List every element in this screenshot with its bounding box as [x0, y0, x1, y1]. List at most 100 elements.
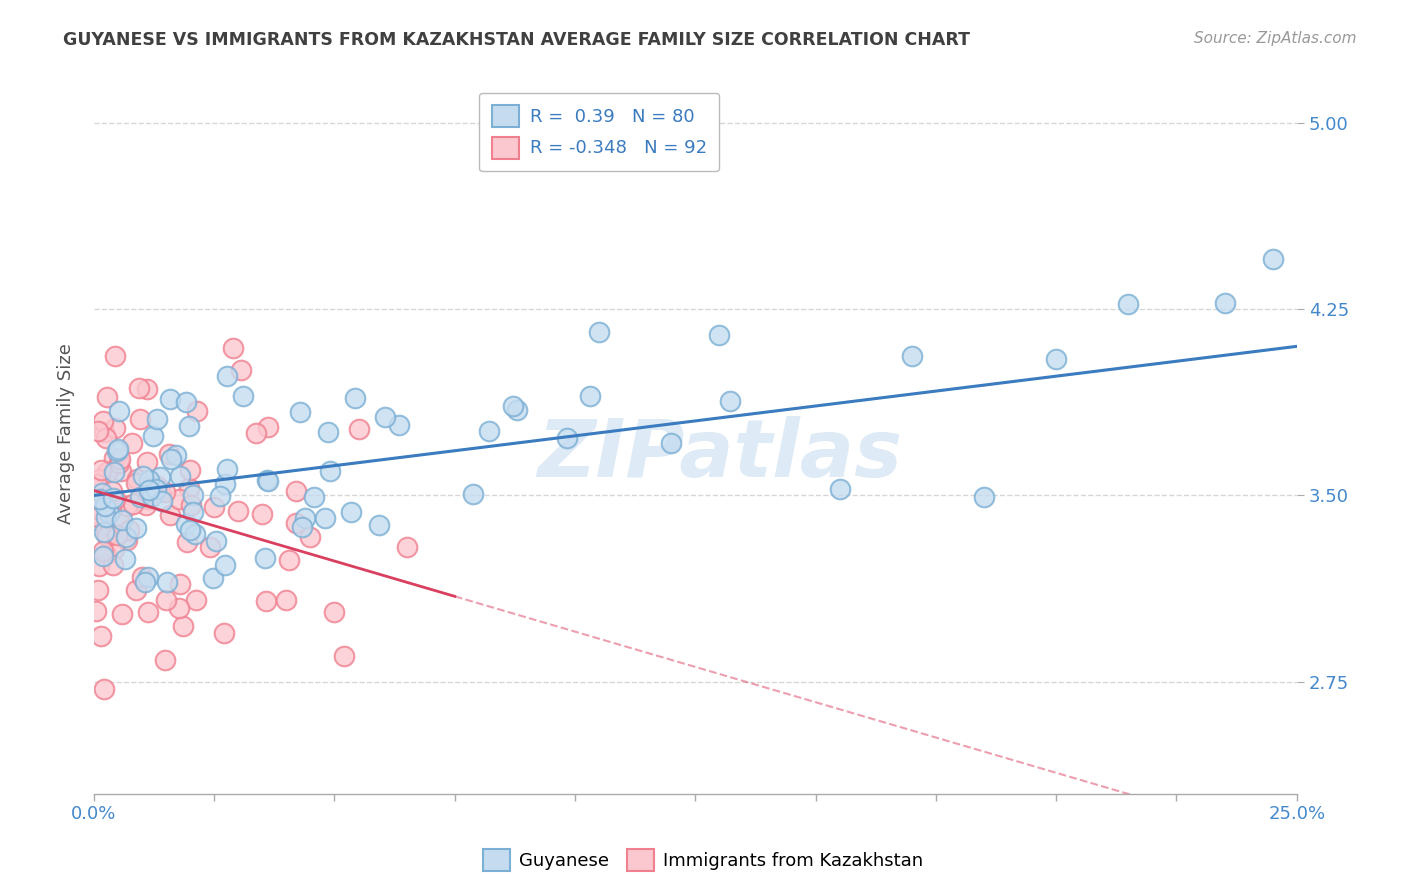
Point — [87, 583, 110, 598]
Point — [101, 558, 124, 572]
Point — [153, 484, 176, 499]
Point — [103, 451, 125, 466]
Point — [388, 417, 411, 432]
Point — [160, 452, 183, 467]
Point — [478, 424, 501, 438]
Point — [136, 492, 159, 507]
Point — [122, 497, 145, 511]
Point — [294, 511, 316, 525]
Point — [145, 482, 167, 496]
Point — [172, 618, 194, 632]
Point — [128, 411, 150, 425]
Point — [180, 499, 202, 513]
Point — [107, 442, 129, 456]
Point — [232, 389, 254, 403]
Point — [125, 582, 148, 597]
Point — [169, 576, 191, 591]
Point — [93, 518, 115, 533]
Point — [98, 506, 121, 520]
Point — [93, 525, 115, 540]
Point — [136, 605, 159, 619]
Point — [150, 494, 173, 508]
Point — [96, 529, 118, 543]
Point — [578, 389, 600, 403]
Point — [118, 523, 141, 537]
Point — [138, 483, 160, 497]
Point — [314, 511, 336, 525]
Y-axis label: Average Family Size: Average Family Size — [58, 343, 75, 524]
Point — [146, 412, 169, 426]
Point — [718, 394, 741, 409]
Point — [176, 517, 198, 532]
Point — [174, 394, 197, 409]
Point — [288, 405, 311, 419]
Point — [89, 558, 111, 573]
Point — [302, 490, 325, 504]
Point — [588, 325, 610, 339]
Point — [198, 540, 221, 554]
Point — [94, 431, 117, 445]
Point — [204, 533, 226, 548]
Point — [108, 456, 131, 470]
Point — [254, 551, 277, 566]
Point — [96, 465, 118, 479]
Point — [179, 523, 201, 537]
Point — [395, 540, 418, 554]
Point — [101, 483, 124, 498]
Point — [159, 392, 181, 406]
Point — [169, 491, 191, 506]
Point — [221, 341, 243, 355]
Point — [208, 489, 231, 503]
Point — [212, 626, 235, 640]
Point — [374, 409, 396, 424]
Point — [347, 422, 370, 436]
Point — [156, 574, 179, 589]
Point — [179, 481, 201, 495]
Point — [136, 570, 159, 584]
Point — [86, 478, 108, 492]
Point — [114, 552, 136, 566]
Point — [87, 424, 110, 438]
Point — [184, 526, 207, 541]
Point — [257, 474, 280, 488]
Point — [461, 487, 484, 501]
Point — [90, 463, 112, 477]
Point — [94, 524, 117, 539]
Point — [142, 429, 165, 443]
Point — [159, 508, 181, 523]
Point — [100, 503, 122, 517]
Point — [828, 482, 851, 496]
Point — [709, 327, 731, 342]
Point — [111, 513, 134, 527]
Point — [125, 521, 148, 535]
Point — [125, 472, 148, 486]
Point — [214, 558, 236, 572]
Point — [506, 403, 529, 417]
Point — [201, 572, 224, 586]
Point — [291, 519, 314, 533]
Point — [91, 485, 114, 500]
Point — [108, 452, 131, 467]
Point — [214, 477, 236, 491]
Point — [179, 463, 201, 477]
Point — [97, 526, 120, 541]
Point — [115, 530, 138, 544]
Point — [245, 426, 267, 441]
Point — [145, 479, 167, 493]
Point — [176, 535, 198, 549]
Point — [226, 504, 249, 518]
Text: GUYANESE VS IMMIGRANTS FROM KAZAKHSTAN AVERAGE FAMILY SIZE CORRELATION CHART: GUYANESE VS IMMIGRANTS FROM KAZAKHSTAN A… — [63, 31, 970, 49]
Point — [103, 541, 125, 556]
Point — [181, 488, 204, 502]
Point — [131, 570, 153, 584]
Point — [149, 470, 172, 484]
Point — [110, 516, 132, 530]
Point — [91, 544, 114, 558]
Point — [181, 505, 204, 519]
Point — [105, 527, 128, 541]
Point — [132, 469, 155, 483]
Point — [93, 681, 115, 696]
Point — [104, 421, 127, 435]
Text: Source: ZipAtlas.com: Source: ZipAtlas.com — [1194, 31, 1357, 46]
Point — [91, 549, 114, 564]
